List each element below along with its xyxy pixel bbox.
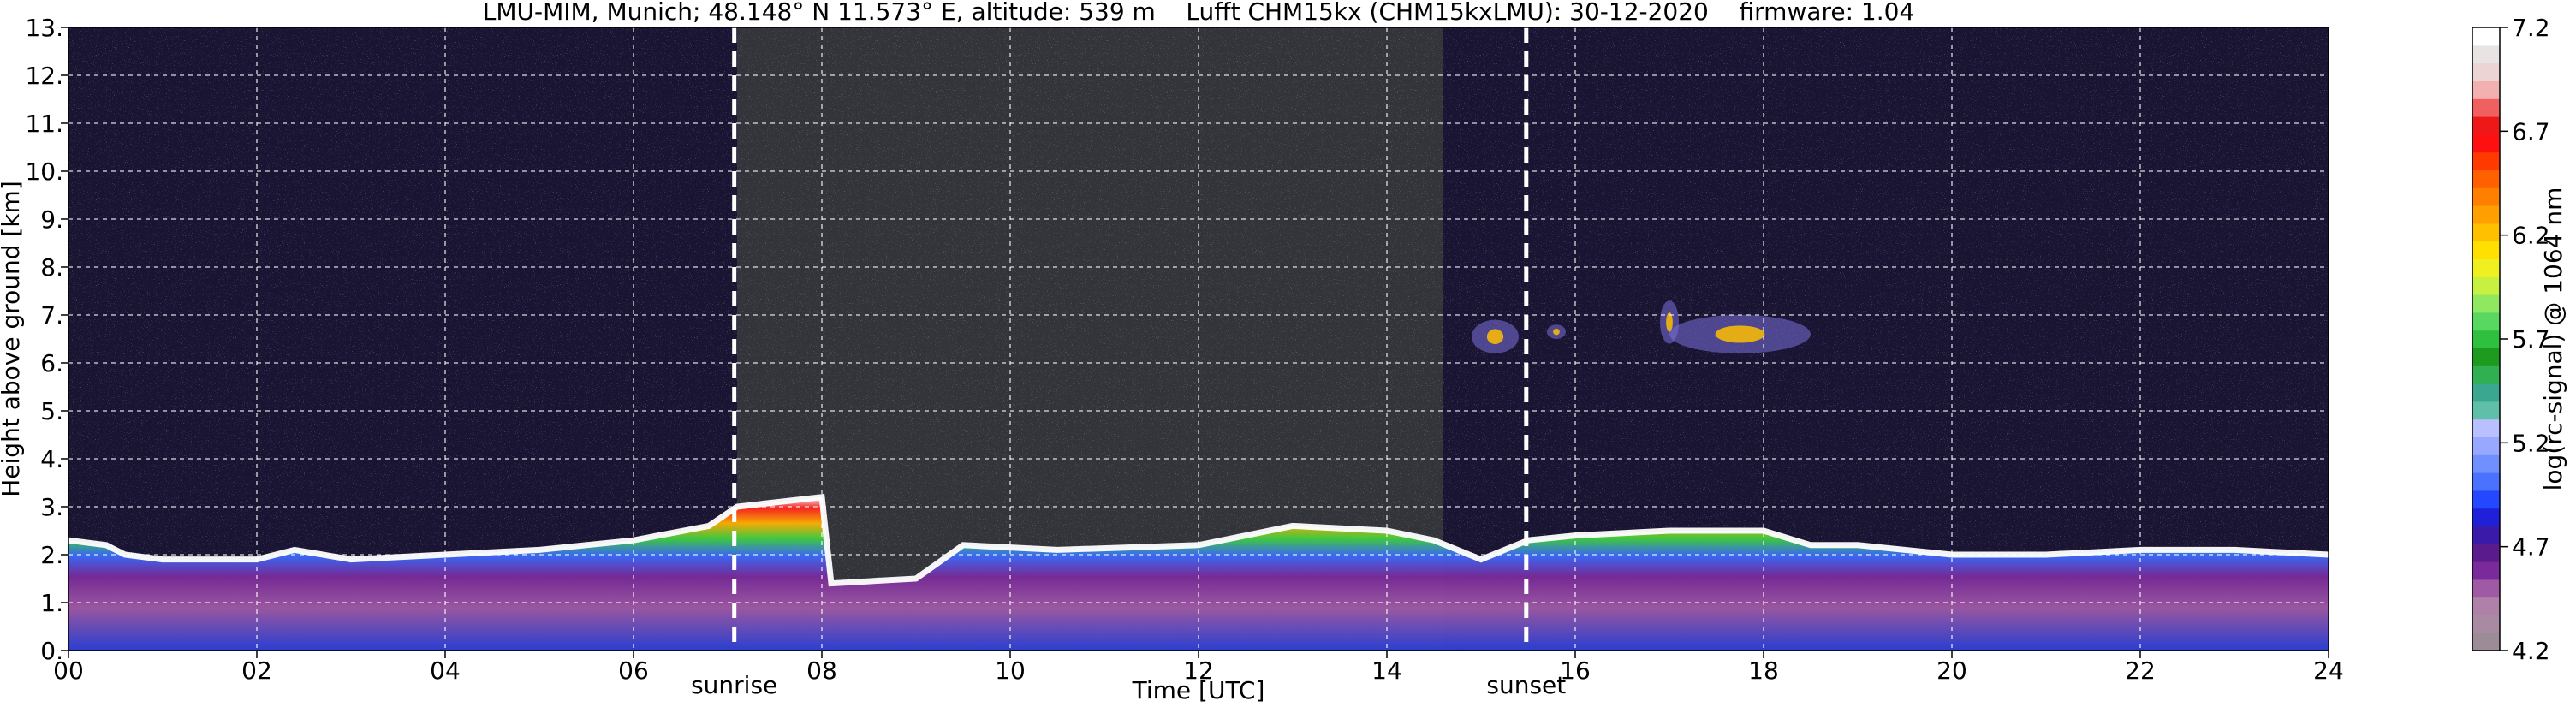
x-tick-label: 02: [241, 656, 272, 685]
colorbar-band: [2472, 27, 2500, 46]
x-tick-label: 14: [1371, 656, 1402, 685]
x-tick-label: 06: [618, 656, 649, 685]
colorbar-band: [2472, 98, 2500, 117]
x-tick-label: 04: [430, 656, 461, 685]
x-tick-label: 20: [1936, 656, 1967, 685]
colorbar-tick-label: 4.7: [2512, 533, 2550, 561]
colorbar-band: [2472, 80, 2500, 99]
colorbar-band: [2472, 116, 2500, 135]
colorbar-band: [2472, 205, 2500, 224]
colorbar-band: [2472, 508, 2500, 526]
y-axis-ticks: 0. 1. 2. 3. 4. 5. 6. 7. 8. 9. 10. 11. 12. 13.: [25, 14, 68, 665]
y-tick-label: 4.: [40, 445, 63, 473]
y-tick-label: 3.: [40, 493, 63, 521]
y-tick-label: 11.: [25, 110, 63, 138]
colorbar-tick-label: 7.2: [2512, 14, 2550, 42]
colorbar-band: [2472, 62, 2500, 81]
y-tick-label: 1.: [40, 589, 63, 617]
colorbar-band: [2472, 223, 2500, 242]
sun-markers: sunrise sunset: [691, 27, 1566, 699]
colorbar-tick-label: 6.2: [2512, 222, 2550, 250]
x-tick-label: 12: [1183, 656, 1214, 685]
x-tick-label: 08: [806, 656, 837, 685]
colorbar-band: [2472, 241, 2500, 259]
colorbar-band: [2472, 276, 2500, 295]
colorbar-band: [2472, 561, 2500, 580]
cloud-core: [1715, 325, 1765, 343]
colorbar-band: [2472, 544, 2500, 562]
x-axis-ticks: 00 02 04 06 08 10 12 14 16 18 20 22 24: [53, 651, 2344, 685]
colorbar-band: [2472, 187, 2500, 206]
boundary-layer-top: [68, 493, 2329, 587]
cloud-core: [1486, 329, 1504, 345]
y-tick-label: 9.: [40, 205, 63, 234]
y-tick-label: 2.: [40, 541, 63, 569]
colorbar-band: [2472, 633, 2500, 651]
colorbar-band: [2472, 437, 2500, 455]
colorbar-band: [2472, 597, 2500, 615]
cloud-core: [1553, 328, 1560, 336]
colorbar-tick-label: 4.2: [2512, 637, 2550, 665]
colorbar-band: [2472, 169, 2500, 188]
y-tick-label: 6.: [40, 349, 63, 377]
x-tick-label: 22: [2125, 656, 2156, 685]
colorbar-band: [2472, 615, 2500, 633]
colorbar-tick-label: 5.7: [2512, 325, 2550, 354]
cloud-patches: [1472, 300, 1811, 354]
colorbar-tick-label: 6.7: [2512, 117, 2550, 146]
colorbar-band: [2472, 401, 2500, 420]
colorbar-band: [2472, 419, 2500, 437]
colorbar-band: [2472, 579, 2500, 598]
y-tick-label: 8.: [40, 253, 63, 282]
y-tick-label: 10.: [25, 157, 63, 186]
colorbar-band: [2472, 490, 2500, 509]
colorbar-band: [2472, 134, 2500, 153]
y-tick-label: 5.: [40, 397, 63, 425]
colorbar: 4.2 4.7 5.2 5.7 6.2 6.7 7.2 log(rc-signal) @ 1…: [2472, 14, 2567, 665]
x-tick-label: 00: [53, 656, 84, 685]
colorbar-band: [2472, 294, 2500, 313]
sunset-label: sunset: [1486, 671, 1566, 699]
colorbar-band: [2472, 45, 2500, 64]
y-tick-label: 12.: [25, 62, 63, 90]
y-tick-label: 7.: [40, 301, 63, 330]
x-tick-label: 18: [1748, 656, 1779, 685]
x-tick-label: 24: [2313, 656, 2344, 685]
colorbar-label: log(rc-signal) @ 1064 nm: [2539, 187, 2567, 491]
colorbar-band: [2472, 330, 2500, 348]
x-tick-label: 10: [995, 656, 1026, 685]
colorbar-band: [2472, 526, 2500, 544]
sunrise-label: sunrise: [691, 671, 777, 699]
chart-title: LMU-MIM, Munich; 48.148° N 11.573° E, al…: [483, 0, 1915, 26]
colorbar-band: [2472, 472, 2500, 491]
colorbar-band: [2472, 383, 2500, 402]
colorbar-band: [2472, 348, 2500, 366]
y-tick-label: 0.: [40, 637, 63, 665]
colorbar-band: [2472, 454, 2500, 473]
x-axis-label: Time [UTC]: [1132, 676, 1265, 704]
cloud-core: [1666, 312, 1673, 332]
colorbar-band: [2472, 365, 2500, 384]
colorbar-tick-label: 5.2: [2512, 429, 2550, 457]
colorbar-band: [2472, 152, 2500, 170]
colorbar-ticks: 4.2 4.7 5.2 5.7 6.2 6.7 7.2: [2500, 14, 2550, 665]
x-tick-label: 16: [1560, 656, 1591, 685]
colorbar-band: [2472, 312, 2500, 331]
y-axis-label: Height above ground [km]: [0, 181, 25, 497]
colorbar-bands: [2472, 27, 2500, 651]
colorbar-band: [2472, 258, 2500, 277]
y-tick-label: 13.: [25, 14, 63, 42]
grid-lines: [68, 27, 2329, 651]
